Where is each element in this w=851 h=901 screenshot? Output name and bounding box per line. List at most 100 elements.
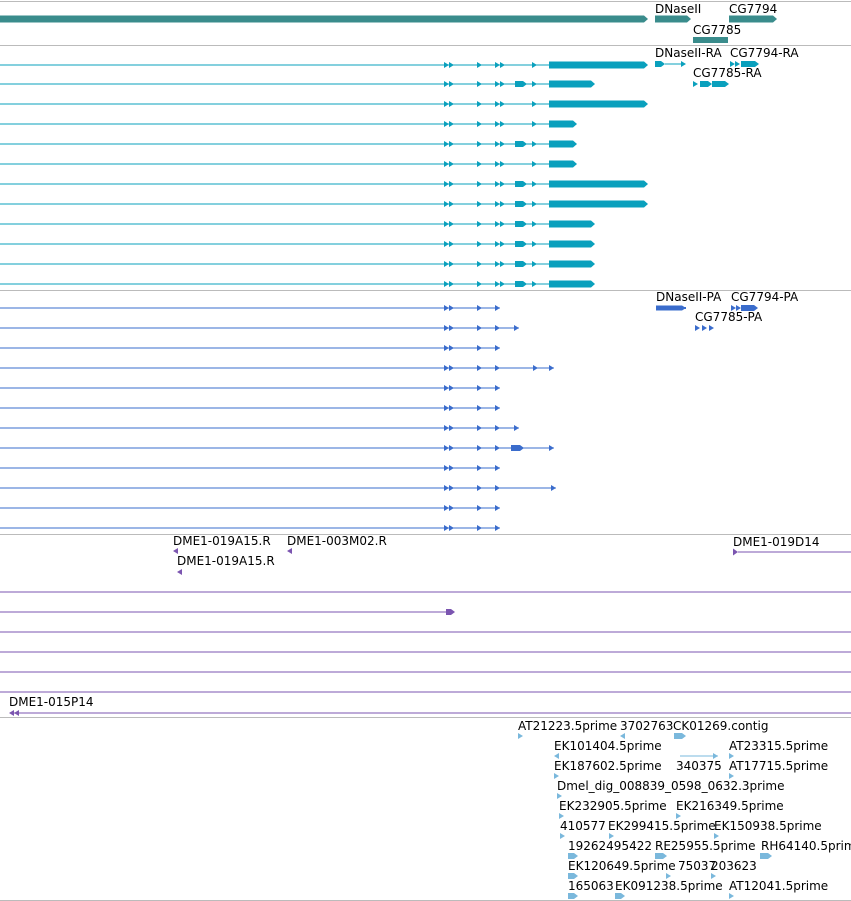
protein-exon[interactable] [695,325,700,331]
protein-exon[interactable] [736,305,741,311]
protein-exon[interactable] [495,525,500,531]
protein-label-dnaseii-pa[interactable]: DNaseII-PA [656,290,722,304]
transcript-exon[interactable] [495,221,500,227]
transcript-exon[interactable] [515,141,527,147]
gene-label-cg7785[interactable]: CG7785 [693,23,741,37]
transcript-exon[interactable] [449,62,454,68]
transcript-exon[interactable] [477,281,482,287]
est-glyph[interactable] [560,833,565,839]
transcript-exon[interactable] [700,81,712,87]
est-glyph[interactable] [674,733,686,739]
est-glyph[interactable] [713,753,718,759]
protein-exon[interactable] [477,405,482,411]
clone-end-marker[interactable] [177,569,182,575]
transcript-exon[interactable] [500,141,505,147]
transcript-exon[interactable] [500,281,505,287]
protein-exon[interactable] [477,345,482,351]
est-label[interactable]: AT17715.5prime [729,759,828,773]
transcript-exon[interactable] [449,181,454,187]
transcript-exon[interactable] [515,81,527,87]
protein-exon[interactable] [449,525,454,531]
est-label[interactable]: EK091238.5prime [615,879,723,893]
transcript-exon[interactable] [495,81,500,87]
transcript-exon[interactable] [449,141,454,147]
transcript-exon[interactable] [549,120,577,128]
transcript-exon[interactable] [549,200,648,208]
protein-exon[interactable] [444,385,449,391]
transcript-exon[interactable] [549,220,595,228]
transcript-exon[interactable] [477,161,482,167]
est-label[interactable]: AT21223.5prime [518,719,617,733]
clone-label-dme1-019d14[interactable]: DME1-019D14 [733,535,820,549]
transcript-exon[interactable] [495,181,500,187]
transcript-exon[interactable] [449,81,454,87]
transcript-exon[interactable] [495,261,500,267]
protein-exon[interactable] [495,485,500,491]
transcript-exon[interactable] [549,260,595,268]
est-glyph[interactable] [568,873,578,879]
protein-exon[interactable] [444,305,449,311]
protein-exon[interactable] [449,305,454,311]
protein-exon[interactable] [514,425,519,431]
est-glyph[interactable] [729,773,734,779]
transcript-exon[interactable] [532,121,537,127]
est-glyph[interactable] [568,853,578,859]
gene-label-dnaseii[interactable]: DNaseII [655,2,701,16]
protein-exon[interactable] [449,385,454,391]
protein-exon[interactable] [495,385,500,391]
transcript-exon[interactable] [735,61,740,67]
est-label[interactable]: EK216349.5prime [676,799,784,813]
transcript-exon[interactable] [532,161,537,167]
est-label[interactable]: EK232905.5prime [559,799,667,813]
protein-exon[interactable] [477,505,482,511]
transcript-exon[interactable] [500,81,505,87]
protein-exon[interactable] [731,305,736,311]
protein-exon[interactable] [449,505,454,511]
transcript-exon[interactable] [477,81,482,87]
transcript-exon[interactable] [693,81,698,87]
transcript-exon[interactable] [515,241,527,247]
transcript-exon[interactable] [444,241,449,247]
est-label[interactable]: CK01269.contig [673,719,768,733]
est-label[interactable]: Dmel_dig_008839_0598_0632.3prime [557,779,785,793]
transcript-exon[interactable] [444,201,449,207]
est-glyph[interactable] [568,893,578,899]
clone-end-marker[interactable] [14,710,19,716]
transcript-exon[interactable] [495,101,500,107]
est-glyph[interactable] [518,733,523,739]
gene-label-cg7794[interactable]: CG7794 [729,2,777,16]
est-label[interactable]: EK120649.5prime [568,859,676,873]
transcript-exon[interactable] [444,62,449,68]
protein-exon[interactable] [477,305,482,311]
protein-exon[interactable] [449,465,454,471]
transcript-exon[interactable] [495,241,500,247]
transcript-exon[interactable] [515,181,527,187]
transcript-exon[interactable] [449,281,454,287]
protein-intron[interactable] [656,307,686,309]
protein-exon[interactable] [495,405,500,411]
protein-exon[interactable] [449,445,454,451]
protein-exon[interactable] [477,525,482,531]
transcript-exon[interactable] [444,121,449,127]
transcript-exon[interactable] [500,201,505,207]
est-glyph[interactable] [615,893,625,899]
transcript-exon[interactable] [515,281,527,287]
protein-exon[interactable] [495,505,500,511]
transcript-exon[interactable] [477,181,482,187]
protein-exon[interactable] [449,405,454,411]
transcript-exon[interactable] [449,161,454,167]
est-label[interactable]: AT12041.5prime [729,879,828,893]
protein-label-cg7794-pa[interactable]: CG7794-PA [731,290,799,304]
clone-end-marker[interactable] [446,609,455,615]
transcript-exon[interactable] [444,141,449,147]
est-label[interactable]: 3702763 [620,719,673,733]
transcript-exon[interactable] [477,261,482,267]
protein-exon[interactable] [549,445,554,451]
est-glyph[interactable] [559,813,564,819]
est-glyph[interactable] [676,813,681,819]
transcript-exon[interactable] [681,61,686,67]
est-label[interactable]: 165063 [568,879,614,893]
protein-exon[interactable] [444,345,449,351]
transcript-exon[interactable] [532,81,537,87]
clone-end-marker[interactable] [733,548,738,556]
